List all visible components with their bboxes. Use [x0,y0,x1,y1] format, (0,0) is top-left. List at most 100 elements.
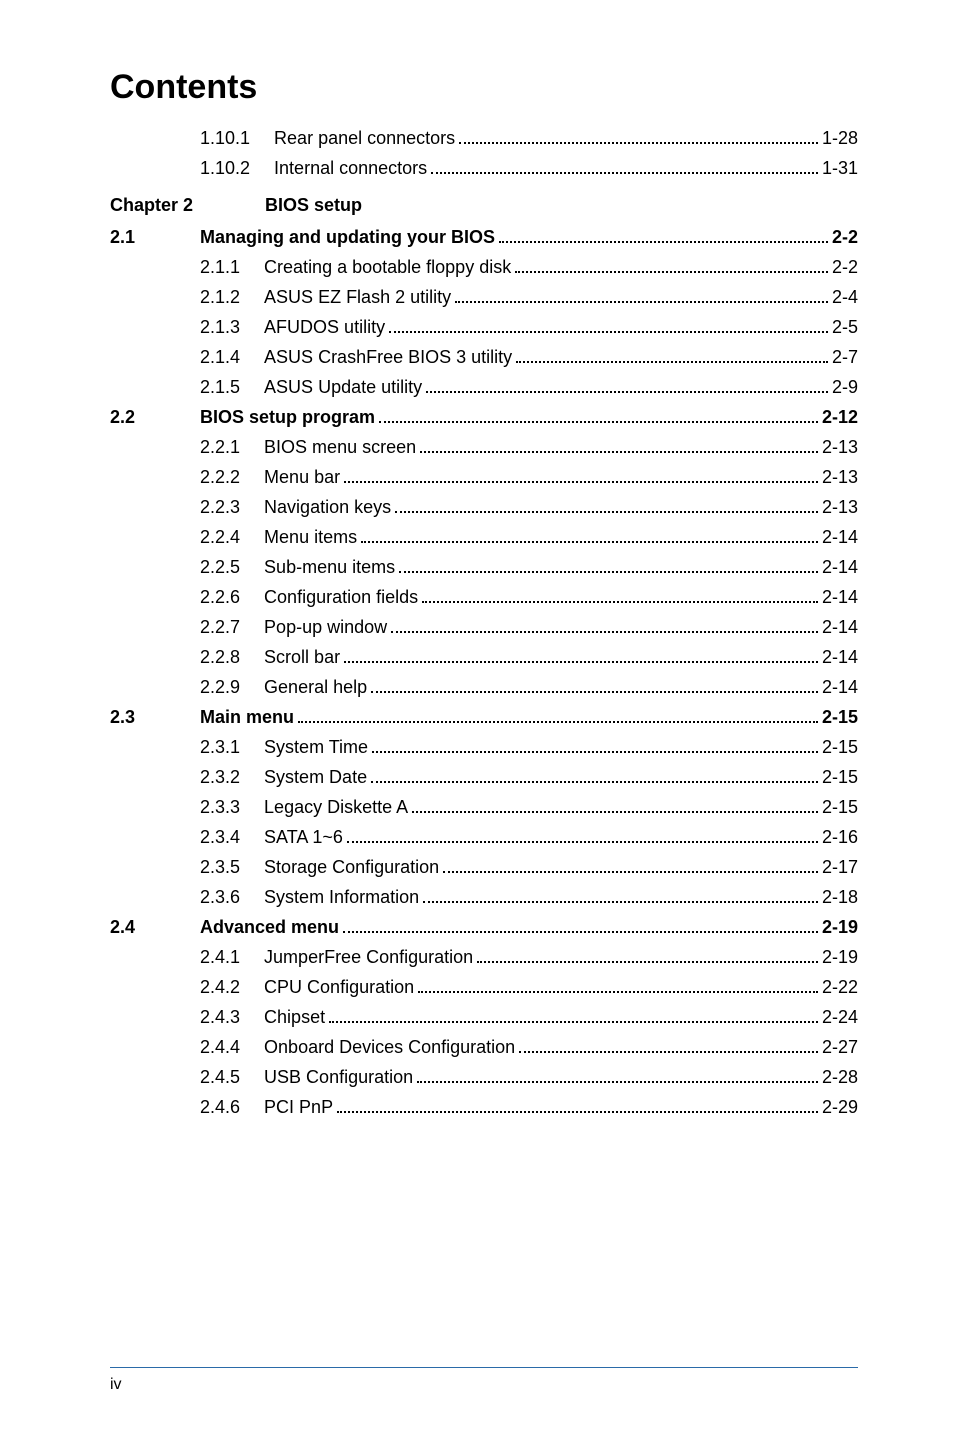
toc-sub-label: System Information [264,888,419,906]
toc-sub-label: CPU Configuration [264,978,414,996]
toc-sub-label: Menu bar [264,468,340,486]
toc-sub-row: 1.10.2Internal connectors1-31 [200,159,858,178]
toc-sub-row: 2.2.7Pop-up window2-14 [200,618,858,637]
toc-leader [371,771,818,783]
toc-section-label: Main menu [200,708,294,726]
toc-sub-page: 2-15 [822,798,858,816]
toc-sub-label: PCI PnP [264,1098,333,1116]
toc-sub-page: 2-29 [822,1098,858,1116]
toc-sub-row: 2.1.4ASUS CrashFree BIOS 3 utility2-7 [200,348,858,367]
toc-leader [443,861,818,873]
toc-section-label: Managing and updating your BIOS [200,228,495,246]
toc-leader [372,741,818,753]
toc-sub-number: 2.2.4 [200,528,240,546]
toc-leader [516,351,828,363]
toc-sub-page: 2-16 [822,828,858,846]
toc-sub-number: 2.3.3 [200,798,240,816]
toc-sub-number: 2.4.2 [200,978,240,996]
toc-sub-label: Scroll bar [264,648,340,666]
toc-section-page: 2-19 [822,918,858,936]
toc-sub-page: 2-22 [822,978,858,996]
toc-sub-page: 2-17 [822,858,858,876]
toc-sub-page: 2-13 [822,498,858,516]
toc-sub-page: 2-18 [822,888,858,906]
toc-sub-number: 2.4.4 [200,1038,240,1056]
toc-sub-row: 2.2.3Navigation keys2-13 [200,498,858,517]
toc-section-page: 2-12 [822,408,858,426]
toc-sub-page: 2-14 [822,588,858,606]
toc-section-page: 2-2 [832,228,858,246]
toc-leader [499,231,828,243]
toc-sub-label: JumperFree Configuration [264,948,473,966]
toc-leader [423,891,818,903]
toc-sub-number: 2.2.5 [200,558,240,576]
toc-sub-row: 2.4.5USB Configuration2-28 [200,1068,858,1087]
toc-sub-row: 2.2.4Menu items2-14 [200,528,858,547]
page-title: Contents [110,68,858,107]
toc-sub-label: AFUDOS utility [264,318,385,336]
chapter-label: BIOS setup [265,196,362,214]
toc-sub-label: Rear panel connectors [274,129,455,147]
toc-leader [515,261,828,273]
toc-sub-number: 2.2.7 [200,618,240,636]
toc-sub-page: 2-14 [822,528,858,546]
toc-sub-number: 2.1.5 [200,378,240,396]
toc-sub-number: 2.1.1 [200,258,240,276]
toc-sub-row: 2.3.6System Information2-18 [200,888,858,907]
toc-section-number: 2.2 [110,408,182,426]
toc-section-row: 2.4 Advanced menu 2-19 [110,918,858,937]
toc-sub-page: 2-27 [822,1038,858,1056]
toc-sub-page: 2-5 [832,318,858,336]
table-of-contents: 1.10.1Rear panel connectors1-281.10.2Int… [110,129,858,1117]
toc-sub-page: 2-13 [822,468,858,486]
toc-sub-number: 2.3.4 [200,828,240,846]
toc-sub-row: 2.1.3 AFUDOS utility 2-5 [200,318,858,337]
toc-sub-label: SATA 1~6 [264,828,343,846]
toc-sub-page: 2-24 [822,1008,858,1026]
page: Contents 1.10.1Rear panel connectors1-28… [0,0,954,1438]
toc-sub-label: System Date [264,768,367,786]
toc-sub-number: 2.3.1 [200,738,240,756]
toc-sub-label: Chipset [264,1008,325,1026]
toc-sub-number: 1.10.1 [200,129,250,147]
toc-section-label: BIOS setup program [200,408,375,426]
toc-sub-row: 2.3.5Storage Configuration2-17 [200,858,858,877]
toc-sub-page: 2-19 [822,948,858,966]
toc-sub-label: Onboard Devices Configuration [264,1038,515,1056]
toc-sub-row: 2.4.1JumperFree Configuration2-19 [200,948,858,967]
toc-leader [329,1011,818,1023]
toc-sub-page: 2-28 [822,1068,858,1086]
toc-section-row: 2.3Main menu2-15 [110,708,858,727]
toc-leader [395,501,818,513]
toc-sub-number: 2.4.6 [200,1098,240,1116]
toc-sub-row: 1.10.1Rear panel connectors1-28 [200,129,858,148]
toc-sub-number: 2.2.1 [200,438,240,456]
toc-sub-number: 2.1.3 [200,318,240,336]
toc-sub-page: 2-9 [832,378,858,396]
toc-sections-block: 2.1Managing and updating your BIOS2-22.1… [110,228,858,1117]
toc-sub-row: 2.3.1System Time2-15 [200,738,858,757]
toc-sub-row: 2.2.5Sub-menu items2-14 [200,558,858,577]
toc-leader [426,381,828,393]
toc-leader [431,162,818,174]
toc-sub-label: Configuration fields [264,588,418,606]
toc-sub-number: 2.2.6 [200,588,240,606]
toc-chapter-row: Chapter 2 BIOS setup [110,196,858,214]
toc-section-number: 2.4 [110,918,182,936]
toc-sub-row: 2.2.6 Configuration fields 2-14 [200,588,858,607]
footer-rule [110,1367,858,1368]
toc-leader [343,921,818,933]
toc-section-page: 2-15 [822,708,858,726]
toc-section-label: Advanced menu [200,918,339,936]
toc-sub-number: 2.4.5 [200,1068,240,1086]
toc-section-row: 2.1Managing and updating your BIOS2-2 [110,228,858,247]
toc-sub-label: Creating a bootable floppy disk [264,258,511,276]
page-footer: iv [0,1367,954,1394]
toc-sub-row: 2.1.1Creating a bootable floppy disk2-2 [200,258,858,277]
toc-sub-label: ASUS CrashFree BIOS 3 utility [264,348,512,366]
toc-sub-row: 2.3.4 SATA 1~6 2-16 [200,828,858,847]
toc-sub-number: 2.2.9 [200,678,240,696]
toc-sub-row: 2.2.8Scroll bar2-14 [200,648,858,667]
toc-sub-row: 2.2.1BIOS menu screen2-13 [200,438,858,457]
toc-leader [420,441,818,453]
